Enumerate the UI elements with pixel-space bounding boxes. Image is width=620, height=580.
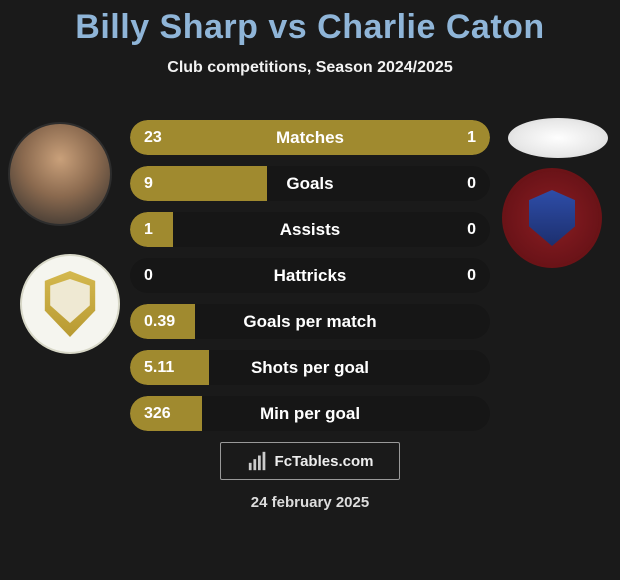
stat-row: 5.11Shots per goal: [130, 350, 490, 385]
player1-avatar: [8, 122, 112, 226]
bars-icon: [247, 450, 269, 472]
player2-avatar: [508, 118, 608, 158]
player1-name: Billy Sharp: [75, 8, 258, 46]
stat-row: 00Hattricks: [130, 258, 490, 293]
vs-text: vs: [268, 8, 307, 46]
source-logo: FcTables.com: [220, 442, 400, 480]
player1-club-badge: [20, 254, 120, 354]
subtitle: Club competitions, Season 2024/2025: [0, 59, 620, 77]
stat-row: 0.39Goals per match: [130, 304, 490, 339]
stat-label: Goals per match: [130, 312, 490, 332]
stat-label: Matches: [130, 128, 490, 148]
stat-label: Shots per goal: [130, 358, 490, 378]
stat-row: 90Goals: [130, 166, 490, 201]
comparison-bars: 231Matches 90Goals 10Assists 00Hattricks 0.3…: [130, 120, 490, 442]
player2-club-badge: [502, 168, 602, 268]
stat-row: 326Min per goal: [130, 396, 490, 431]
stat-row: 231Matches: [130, 120, 490, 155]
stat-label: Hattricks: [130, 266, 490, 286]
stat-row: 10Assists: [130, 212, 490, 247]
page-title: Billy Sharp vs Charlie Caton: [0, 0, 620, 47]
stat-label: Goals: [130, 174, 490, 194]
footer-date: 24 february 2025: [251, 494, 369, 511]
stat-label: Min per goal: [130, 404, 490, 424]
player2-name: Charlie Caton: [317, 8, 545, 46]
source-logo-text: FcTables.com: [275, 453, 374, 470]
stat-label: Assists: [130, 220, 490, 240]
